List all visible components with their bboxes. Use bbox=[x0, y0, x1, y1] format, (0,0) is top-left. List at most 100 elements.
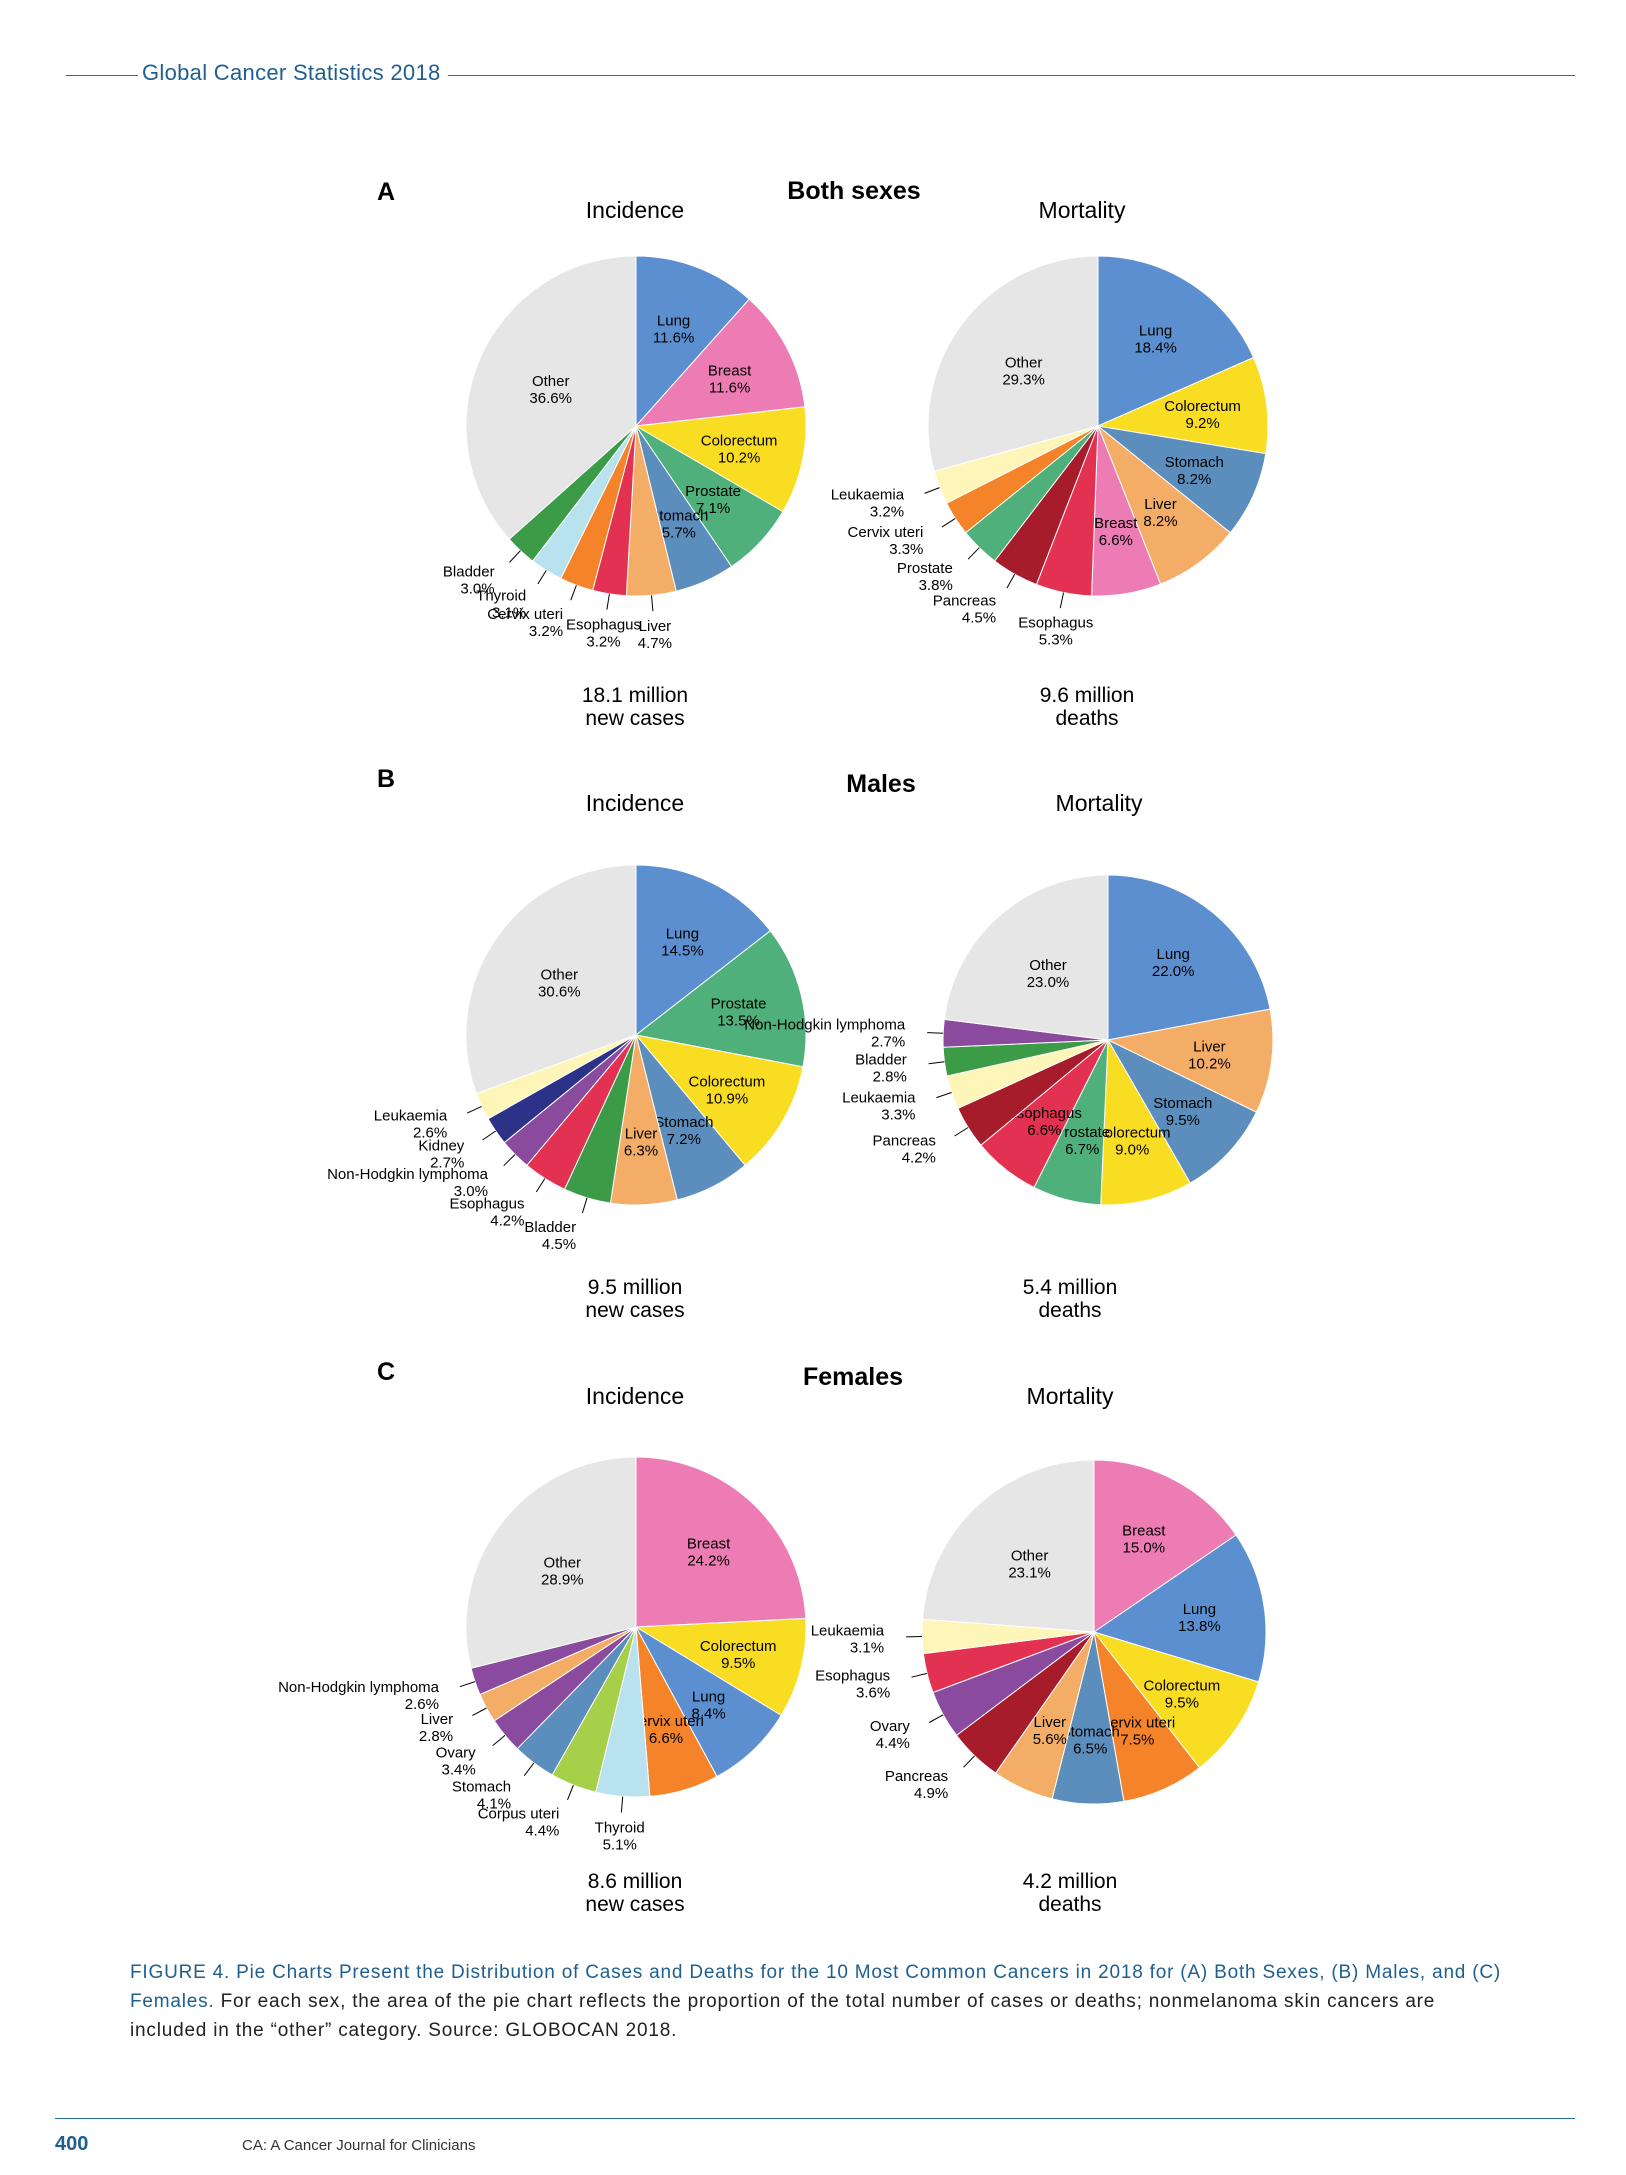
slice-value-pancreas: 4.5% bbox=[962, 609, 996, 626]
pie-slice-other bbox=[921, 1459, 1095, 1633]
total-a-incidence: 18.1 million new cases bbox=[505, 684, 765, 730]
slice-label-liver: Liver bbox=[421, 1711, 454, 1728]
panel-title-c: Females bbox=[802, 1363, 904, 1391]
slice-label-leukaemia: Leukaemia bbox=[374, 1107, 448, 1124]
total-value: 4.2 million bbox=[1022, 1870, 1118, 1893]
slice-value-esophagus: 3.2% bbox=[586, 633, 620, 650]
slice-value-colorectum: 9.2% bbox=[1185, 415, 1219, 432]
slice-label-colorectum: Colorectum bbox=[689, 1073, 766, 1090]
slice-value-stomach: 5.7% bbox=[662, 524, 696, 541]
slice-label-liver: Liver bbox=[1034, 1714, 1067, 1731]
slice-value-lung: 14.5% bbox=[661, 942, 704, 959]
pie-slice-lung bbox=[1097, 255, 1255, 427]
chart-title-b-incidence: Incidence bbox=[585, 790, 685, 816]
total-unit: deaths bbox=[1038, 1299, 1102, 1322]
slice-value-liver: 8.2% bbox=[1143, 513, 1177, 530]
slice-value-prostate: 6.7% bbox=[1065, 1141, 1099, 1158]
slice-value-leukaemia: 3.3% bbox=[881, 1107, 915, 1124]
slice-value-other: 28.9% bbox=[541, 1572, 584, 1589]
pie-slice-colorectum bbox=[634, 1617, 807, 1717]
slice-value-stomach: 4.1% bbox=[477, 1795, 511, 1812]
figure-caption: FIGURE 4. Pie Charts Present the Distrib… bbox=[130, 1958, 1510, 2045]
slice-value-stomach: 8.2% bbox=[1177, 471, 1211, 488]
leader-line bbox=[954, 1127, 969, 1137]
slice-label-breast: Breast bbox=[1094, 515, 1138, 532]
panel-letter-a: A bbox=[377, 178, 396, 206]
leader-line bbox=[466, 1105, 482, 1114]
slice-label-cervix-uteri: Cervix uteri bbox=[487, 606, 563, 623]
slice-value-stomach: 6.5% bbox=[1073, 1741, 1107, 1758]
slice-value-lung: 11.6% bbox=[653, 330, 694, 347]
slice-label-bladder: Bladder bbox=[855, 1052, 907, 1069]
total-c-incidence: 8.6 million new cases bbox=[505, 1870, 765, 1916]
slice-label-bladder: Bladder bbox=[524, 1219, 576, 1236]
slice-value-other: 23.1% bbox=[1008, 1565, 1051, 1582]
slice-value-lung: 18.4% bbox=[1134, 340, 1177, 357]
slice-value-other: 23.0% bbox=[1027, 974, 1070, 991]
pie-slice-prostate bbox=[634, 930, 807, 1068]
slice-label-corpus-uteri: Corpus uteri bbox=[478, 1805, 560, 1822]
pie-slice-other bbox=[465, 864, 637, 1095]
total-unit: deaths bbox=[1038, 1893, 1102, 1916]
slice-label-other: Other bbox=[1005, 354, 1043, 371]
pie-slice-colorectum bbox=[634, 406, 807, 513]
leader-line bbox=[1059, 592, 1064, 609]
caption-text: For each sex, the area of the pie chart … bbox=[130, 1991, 1436, 2041]
slice-label-lung: Lung bbox=[1157, 946, 1190, 963]
leader-line bbox=[535, 1178, 546, 1193]
slice-value-stomach: 9.5% bbox=[1166, 1112, 1200, 1129]
slice-label-pancreas: Pancreas bbox=[873, 1133, 936, 1150]
leader-line bbox=[523, 1762, 535, 1776]
leader-line bbox=[911, 1672, 928, 1678]
total-b-incidence: 9.5 million new cases bbox=[505, 1276, 765, 1322]
leader-line bbox=[924, 487, 940, 494]
slice-value-cervix-uteri: 7.5% bbox=[1120, 1732, 1154, 1749]
total-value: 9.5 million bbox=[587, 1276, 683, 1299]
slice-label-thyroid: Thyroid bbox=[595, 1819, 645, 1836]
slice-value-stomach: 7.2% bbox=[667, 1131, 701, 1148]
leader-line bbox=[620, 1796, 624, 1813]
slice-value-kidney: 2.7% bbox=[430, 1155, 464, 1172]
slice-value-bladder: 3.0% bbox=[460, 581, 494, 598]
slice-value-liver: 6.3% bbox=[624, 1142, 658, 1159]
slice-label-lung: Lung bbox=[692, 1688, 725, 1705]
slice-label-non-hodgkin-lymphoma: Non-Hodgkin lymphoma bbox=[327, 1166, 489, 1183]
slice-value-colorectum: 9.5% bbox=[1165, 1694, 1199, 1711]
panel-title-a: Both sexes bbox=[787, 177, 921, 205]
slice-label-leukaemia: Leukaemia bbox=[831, 486, 905, 503]
chart-title-a-mortality: Mortality bbox=[1038, 197, 1126, 223]
running-title: Global Cancer Statistics 2018 bbox=[142, 60, 441, 85]
slice-value-non-hodgkin-lymphoma: 2.6% bbox=[405, 1696, 439, 1713]
slice-value-bladder: 4.5% bbox=[542, 1236, 576, 1253]
slice-value-ovary: 4.4% bbox=[876, 1735, 910, 1752]
slice-value-other: 29.3% bbox=[1002, 371, 1045, 388]
pie-group-a-mortality: Lung18.4%Colorectum9.2%Stomach8.2%Liver8… bbox=[831, 255, 1269, 649]
slice-label-esophagus: Esophagus bbox=[1018, 615, 1093, 632]
slice-label-pancreas: Pancreas bbox=[933, 592, 996, 609]
slice-label-liver: Liver bbox=[625, 1125, 658, 1142]
leader-line bbox=[967, 547, 980, 560]
slice-label-pancreas: Pancreas bbox=[885, 1768, 948, 1785]
slice-label-colorectum: Colorectum bbox=[1094, 1124, 1171, 1141]
slice-label-breast: Breast bbox=[687, 1536, 731, 1553]
leader-line bbox=[492, 1735, 506, 1746]
panel-letter-c: C bbox=[377, 1358, 396, 1386]
slice-label-cervix-uteri: Cervix uteri bbox=[1099, 1715, 1175, 1732]
total-a-mortality: 9.6 million deaths bbox=[957, 684, 1217, 730]
journal-name: CA: A Cancer Journal for Clinicians bbox=[242, 2137, 476, 2154]
slice-value-lung: 8.4% bbox=[691, 1705, 725, 1722]
pie-slice-breast bbox=[635, 1456, 807, 1628]
slice-value-other: 36.6% bbox=[529, 390, 572, 407]
slice-label-cervix-uteri: Cervix uteri bbox=[628, 1713, 704, 1730]
total-value: 9.6 million bbox=[1039, 684, 1135, 707]
pie-slice-lung bbox=[1107, 874, 1271, 1041]
pie-slice-lung bbox=[1092, 1534, 1267, 1683]
slice-label-esophagus: Esophagus bbox=[815, 1668, 890, 1685]
leader-line bbox=[482, 1130, 496, 1141]
slice-value-colorectum: 9.5% bbox=[721, 1655, 755, 1672]
slice-label-liver: Liver bbox=[1193, 1039, 1226, 1056]
slice-value-esophagus: 5.3% bbox=[1039, 632, 1073, 649]
